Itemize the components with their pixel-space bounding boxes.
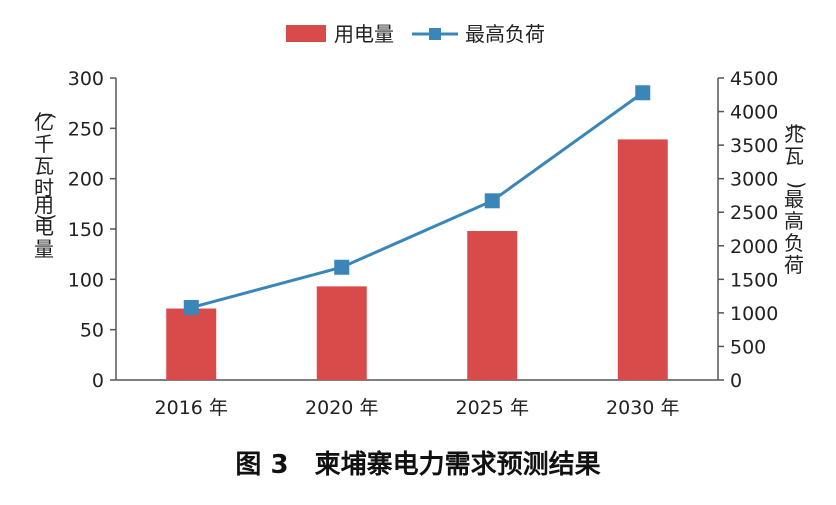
x-tick-label: 2016 年 (155, 397, 228, 419)
legend-line-label: 最高负荷 (465, 22, 545, 46)
left-tick-label: 0 (92, 370, 104, 392)
x-tick-label: 2030 年 (606, 397, 679, 419)
legend-bar-swatch (286, 25, 326, 42)
bar (467, 231, 518, 380)
line-point (334, 259, 350, 275)
bar (166, 308, 217, 380)
right-tick-label: 3000 (730, 169, 778, 191)
line-point (635, 85, 651, 101)
right-axis-title-part: 最高负荷 (784, 187, 804, 277)
right-tick-label: 4500 (730, 68, 778, 90)
right-tick-label: 0 (730, 370, 742, 392)
right-tick-label: 1000 (730, 303, 778, 325)
legend: 用电量 最高负荷 (286, 22, 545, 46)
right-tick-label: 500 (730, 336, 766, 358)
right-axis-title: (兆瓦)最高负荷 (784, 122, 809, 277)
left-axis-title: (亿千瓦时)用电量 (34, 110, 59, 261)
right-tick-label: 2000 (730, 236, 778, 258)
left-axis-title-part: (亿千瓦时) (34, 110, 59, 221)
bar (617, 139, 668, 380)
x-tick-label: 2020 年 (305, 397, 378, 419)
x-axis: 2016 年 2020 年 2025 年 2030 年 (116, 379, 718, 419)
right-tick-label: 3500 (730, 135, 778, 157)
line-series (183, 85, 651, 316)
line-point (484, 193, 500, 209)
left-tick-label: 100 (68, 269, 104, 291)
line-point (183, 300, 199, 316)
left-y-axis: 0 50 100 150 200 250 300 (68, 68, 117, 392)
left-tick-label: 50 (80, 320, 104, 342)
right-axis-title-part: (兆瓦) (784, 122, 809, 189)
figure-caption: 图 3 柬埔寨电力需求预测结果 (235, 449, 600, 480)
x-tick-label: 2025 年 (456, 397, 529, 419)
left-axis-title-part: 用电量 (34, 193, 54, 261)
left-tick-label: 250 (68, 118, 104, 140)
left-tick-label: 150 (68, 219, 104, 241)
left-tick-label: 200 (68, 169, 104, 191)
right-tick-label: 1500 (730, 269, 778, 291)
right-tick-label: 4000 (730, 102, 778, 124)
legend-bar-label: 用电量 (334, 22, 394, 46)
legend-line-marker (429, 28, 441, 40)
series-line (190, 91, 644, 309)
right-tick-label: 2500 (730, 202, 778, 224)
bar (316, 286, 367, 380)
left-tick-label: 300 (68, 68, 104, 90)
bar-series (166, 139, 668, 380)
right-y-axis: 0 500 1000 1500 2000 2500 3000 3500 4000 4500 (717, 68, 778, 392)
